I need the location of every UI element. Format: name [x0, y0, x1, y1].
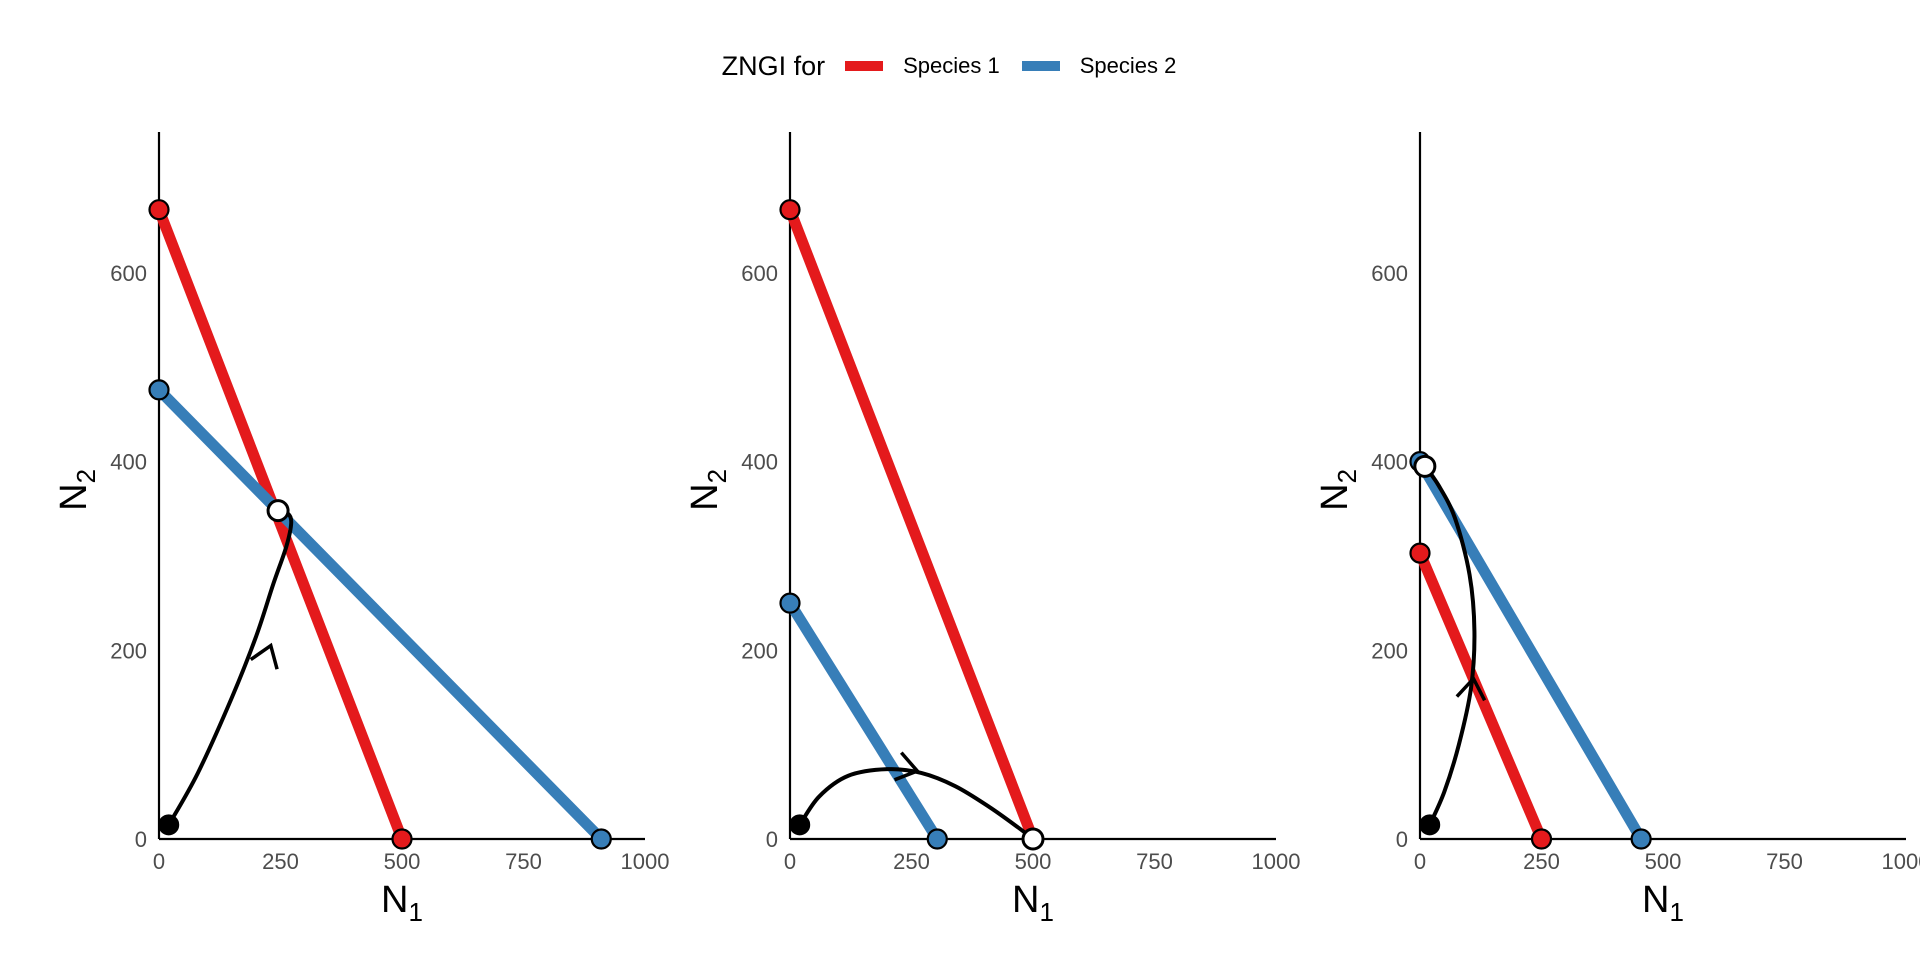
panel-2-equilibrium-point	[1021, 827, 1045, 851]
legend-item-species-1: Species 1	[845, 53, 1000, 79]
panel-1-x-tick-label: 750	[505, 849, 542, 874]
panel-2-zngi-species-2	[785, 600, 942, 842]
panel-2-y-tick-label: 200	[741, 638, 778, 663]
panel-1-x-axis-title: N1	[381, 879, 423, 927]
panel-3-x-tick-label: 750	[1766, 849, 1803, 874]
panel-1-x-tick-label: 1000	[621, 849, 670, 874]
panel-1-species-2-x-intercept	[590, 828, 612, 850]
panel-2-x-tick-label: 1000	[1252, 849, 1301, 874]
panel-3-y-tick-label: 0	[1396, 827, 1408, 852]
panel-1-y-tick-label: 200	[110, 638, 147, 663]
panel-2-trajectory	[798, 767, 1035, 841]
panel-2-x-tick-label: 0	[784, 849, 796, 874]
panel-3-y-tick-label: 400	[1371, 450, 1408, 475]
panel-3-x-tick-label: 500	[1645, 849, 1682, 874]
panel-2-y-tick-label: 0	[766, 827, 778, 852]
panel-1-y-axis-title: N2	[53, 469, 101, 511]
panel-1-equilibrium-point	[266, 499, 290, 523]
panel-3-y-axis-title: N2	[1314, 469, 1362, 511]
panel-1-y-tick-label: 400	[110, 450, 147, 475]
panel-3-y-tick-label: 200	[1371, 638, 1408, 663]
panel-1-species-1-x-intercept	[391, 828, 413, 850]
panel-1-zngi-species-2	[155, 386, 606, 843]
panel-2-y-axis-title: N2	[684, 469, 732, 511]
panel-2-species-2-x-intercept	[926, 828, 948, 850]
panel-3-species-1-y-intercept	[1409, 542, 1431, 564]
panel-2-x-tick-label: 250	[893, 849, 930, 874]
panel-2-trajectory-arrowhead	[893, 751, 921, 782]
panel-3-trajectory	[1423, 465, 1477, 826]
panel-2-y-tick-label: 400	[741, 450, 778, 475]
panel-3-x-tick-label: 0	[1414, 849, 1426, 874]
panel-2-x-tick-label: 500	[1015, 849, 1052, 874]
panel-2-x-tick-label: 750	[1136, 849, 1173, 874]
panel-1-x-tick-label: 0	[153, 849, 165, 874]
panel-1-species-1-y-intercept	[148, 199, 170, 221]
legend: ZNGI for Species 1 Species 2	[0, 48, 1920, 84]
panel-1-trajectory	[166, 508, 294, 826]
legend-item-species-2: Species 2	[1021, 53, 1177, 79]
panel-1-y-tick-label: 0	[135, 827, 147, 852]
panel-1-zngi-species-1	[153, 207, 408, 841]
panel-2-species-2-y-intercept	[779, 592, 801, 614]
panel-3-x-tick-label: 1000	[1882, 849, 1920, 874]
legend-key-species-1	[845, 61, 884, 71]
legend-key-species-2	[1021, 61, 1060, 71]
panel-3-trajectory-arrowhead	[1455, 675, 1487, 702]
panel-2-start-point	[789, 814, 811, 836]
panel-3-species-2-x-intercept	[1630, 828, 1652, 850]
panel-3-species-1-x-intercept	[1530, 828, 1553, 850]
panel-3-equilibrium-point	[1413, 454, 1437, 478]
panel-2-species-1-y-intercept	[779, 199, 801, 221]
panel-1-x-tick-label: 500	[384, 849, 421, 874]
panel-2-x-axis-title: N1	[1012, 879, 1054, 927]
panel-1-start-point	[158, 814, 180, 836]
panel-1-species-2-y-intercept	[148, 379, 170, 401]
panel-3-y-tick-label: 600	[1371, 261, 1408, 286]
panel-1-x-tick-label: 250	[262, 849, 299, 874]
panel-3-start-point	[1419, 814, 1441, 836]
legend-label-species-1: Species 1	[903, 53, 1000, 78]
panel-2-zngi-species-1	[784, 207, 1039, 841]
panel-1-trajectory-arrowhead	[249, 642, 279, 670]
legend-title: ZNGI for	[721, 50, 826, 81]
panel-3-x-axis-title: N1	[1642, 879, 1684, 927]
panel-2-y-tick-label: 600	[741, 261, 778, 286]
panel-1-y-tick-label: 600	[110, 261, 147, 286]
legend-label-species-2: Species 2	[1079, 53, 1177, 78]
panel-3-x-tick-label: 250	[1523, 849, 1560, 874]
